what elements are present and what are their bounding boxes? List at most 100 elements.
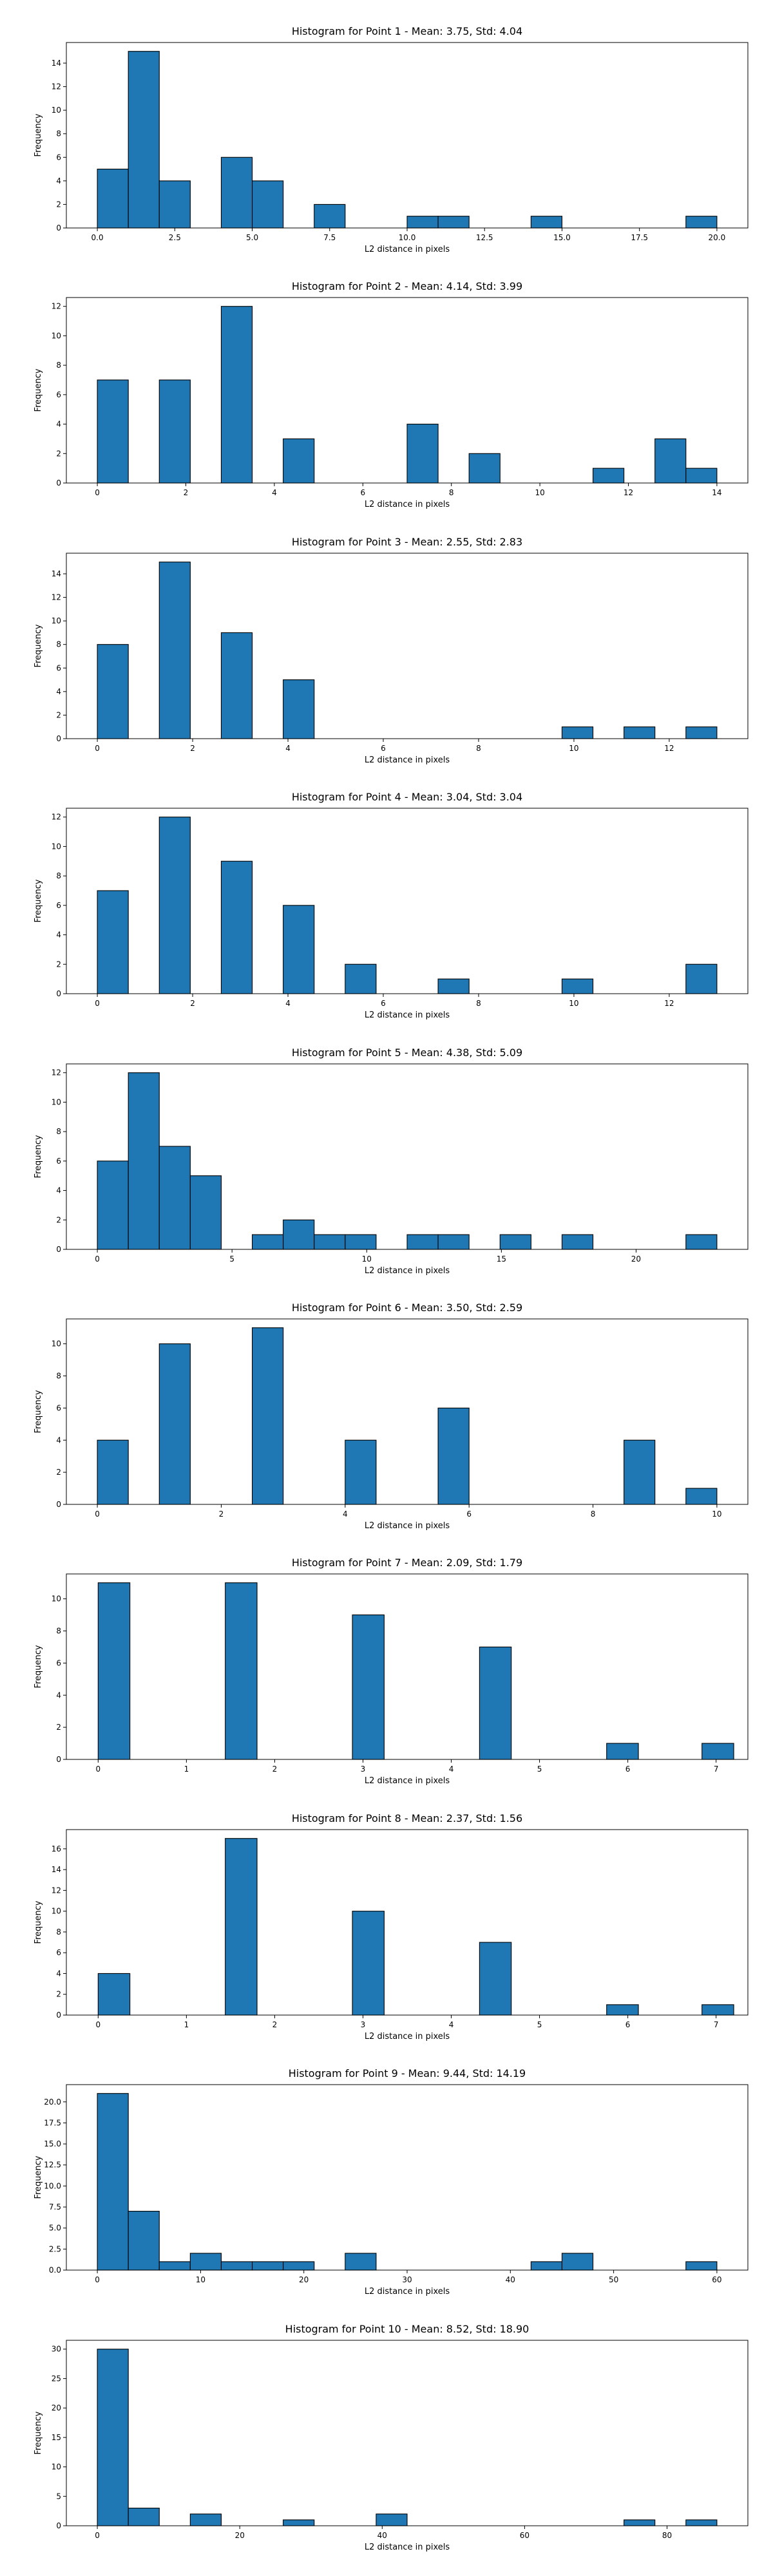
histogram-panel-2: Histogram for Point 2 - Mean: 4.14, Std:… xyxy=(0,255,773,509)
y-axis-label: Frequency xyxy=(33,1135,43,1178)
histogram-bar xyxy=(701,1743,734,1760)
x-tick-label: 8 xyxy=(476,744,481,753)
histogram-bar xyxy=(530,2261,562,2271)
y-axis-label: Frequency xyxy=(33,879,43,922)
histogram-bar xyxy=(128,2507,160,2526)
x-tick-label: 5 xyxy=(229,1255,234,1264)
histogram-bar xyxy=(128,1072,160,1250)
histogram-panel-3: Histogram for Point 3 - Mean: 2.55, Std:… xyxy=(0,511,773,765)
histogram-bar xyxy=(654,439,687,484)
bars xyxy=(97,561,718,739)
y-tick-label: 8 xyxy=(56,361,61,370)
bars xyxy=(97,1837,734,2016)
x-axis-label: L2 distance in pixels xyxy=(365,1776,450,1786)
histogram-chart-4: Histogram for Point 4 - Mean: 3.04, Std:… xyxy=(33,791,749,1020)
histogram-bar xyxy=(479,1942,512,2016)
histogram-bar xyxy=(220,156,253,229)
y-tick-label: 0 xyxy=(56,1755,61,1764)
x-tick-label: 6 xyxy=(466,1510,472,1519)
histogram-bar xyxy=(283,2261,315,2271)
histogram-bar xyxy=(97,1973,131,2016)
histogram-bar xyxy=(283,439,315,484)
x-axis: 0 1 2 3 4 5 6 7 xyxy=(96,2014,718,2029)
x-axis: 0 20 40 60 80 xyxy=(95,2525,672,2540)
histogram-bar xyxy=(283,1219,315,1250)
y-tick-label: 10.0 xyxy=(44,2182,61,2191)
axes-frame xyxy=(66,2340,749,2526)
x-tick-label: 0 xyxy=(96,2020,101,2029)
histogram-chart-3: Histogram for Point 3 - Mean: 2.55, Std:… xyxy=(33,536,749,765)
x-tick-label: 12 xyxy=(664,999,674,1008)
bars xyxy=(97,306,718,484)
axes-frame xyxy=(66,1829,749,2016)
y-tick-label: 6 xyxy=(56,1659,61,1668)
histogram-bar xyxy=(406,1234,439,1250)
histogram-bar xyxy=(220,632,253,739)
histogram-bar xyxy=(561,726,594,739)
x-tick-label: 4 xyxy=(285,999,291,1008)
y-tick-label: 14 xyxy=(52,59,61,68)
bars xyxy=(97,1327,718,1505)
histogram-bar xyxy=(437,216,470,229)
y-tick-label: 6 xyxy=(56,390,61,399)
y-tick-label: 10 xyxy=(52,616,61,625)
bars xyxy=(97,2348,718,2526)
x-tick-label: 10.0 xyxy=(399,233,416,242)
y-tick-label: 5 xyxy=(56,2492,61,2501)
x-tick-label: 20 xyxy=(299,2275,309,2284)
y-tick-label: 0 xyxy=(56,478,61,488)
x-tick-label: 0 xyxy=(95,2275,100,2284)
x-tick-label: 0 xyxy=(95,1510,100,1519)
histogram-bar xyxy=(97,643,129,739)
histogram-bar xyxy=(352,1615,385,1760)
histogram-panel-7: Histogram for Point 7 - Mean: 2.09, Std:… xyxy=(0,1531,773,1786)
histogram-bar xyxy=(97,1439,129,1505)
histogram-bar xyxy=(437,1234,470,1250)
x-tick-label: 0 xyxy=(95,488,100,497)
histogram-chart-2: Histogram for Point 2 - Mean: 4.14, Std:… xyxy=(33,280,749,509)
histogram-bar xyxy=(685,1234,718,1250)
y-tick-label: 10 xyxy=(52,2462,61,2471)
y-tick-label: 10 xyxy=(52,1595,61,1604)
histogram-bar xyxy=(225,1837,258,2016)
y-axis: 0 2 4 6 8 10 12 xyxy=(52,813,67,998)
x-tick-label: 1 xyxy=(184,2020,189,2029)
histogram-bar xyxy=(283,905,315,994)
axes-frame xyxy=(66,297,749,484)
x-tick-label: 3 xyxy=(361,1765,366,1774)
y-tick-label: 0 xyxy=(56,989,61,998)
y-axis-label: Frequency xyxy=(33,369,43,412)
y-tick-label: 17.5 xyxy=(44,2119,61,2128)
histogram-bar xyxy=(592,468,625,484)
x-tick-label: 10 xyxy=(196,2275,205,2284)
y-tick-label: 7.5 xyxy=(49,2202,61,2211)
histogram-bar xyxy=(97,1160,129,1250)
y-tick-label: 8 xyxy=(56,1372,61,1381)
y-tick-label: 0 xyxy=(56,2521,61,2530)
x-tick-label: 60 xyxy=(520,2531,530,2540)
histogram-bar xyxy=(252,1234,284,1250)
x-axis-label: L2 distance in pixels xyxy=(365,245,450,254)
x-tick-label: 2 xyxy=(272,2020,278,2029)
histogram-bar xyxy=(314,1234,346,1250)
x-tick-label: 0 xyxy=(95,744,100,753)
x-tick-label: 10 xyxy=(535,488,544,497)
x-tick-label: 10 xyxy=(362,1255,372,1264)
y-tick-label: 8 xyxy=(56,1927,61,1937)
x-axis-label: L2 distance in pixels xyxy=(365,2543,450,2552)
x-axis-label: L2 distance in pixels xyxy=(365,2287,450,2297)
histogram-panel-6: Histogram for Point 6 - Mean: 3.50, Std:… xyxy=(0,1276,773,1531)
x-tick-label: 6 xyxy=(625,1765,631,1774)
x-tick-label: 8 xyxy=(476,999,481,1008)
x-tick-label: 10 xyxy=(569,999,578,1008)
chart-title: Histogram for Point 3 - Mean: 2.55, Std:… xyxy=(292,536,522,548)
y-tick-label: 2 xyxy=(56,710,61,719)
x-axis: 0 2 4 6 8 10 12 xyxy=(95,738,674,753)
y-tick-label: 12 xyxy=(52,1068,61,1077)
histogram-bar xyxy=(225,1582,258,1760)
y-tick-label: 10 xyxy=(52,1906,61,1915)
chart-title: Histogram for Point 10 - Mean: 8.52, Std… xyxy=(285,2323,530,2335)
y-tick-label: 2.5 xyxy=(49,2245,61,2254)
x-tick-label: 15.0 xyxy=(553,233,571,242)
